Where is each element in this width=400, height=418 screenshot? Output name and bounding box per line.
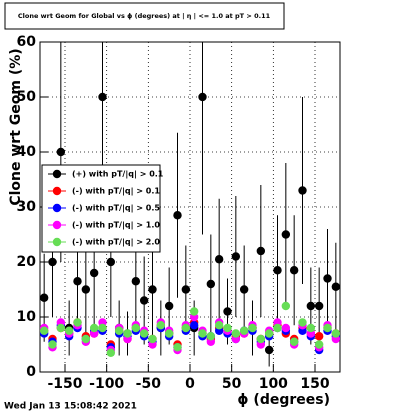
x-tick-label: -150 (47, 376, 82, 392)
title-box (4, 2, 285, 30)
data-point (281, 323, 291, 333)
data-point (264, 329, 274, 338)
data-point (73, 318, 82, 327)
data-point (56, 147, 66, 157)
x-tick-label: 150 (300, 376, 329, 392)
data-point (214, 255, 224, 264)
data-point (248, 323, 257, 333)
data-point (289, 266, 299, 275)
data-point (106, 348, 116, 357)
chart-title: Clone wrt Geom for Global vs ϕ (degrees)… (18, 12, 271, 21)
x-tick-label: -50 (136, 376, 162, 392)
data-point (81, 334, 91, 344)
data-point (231, 329, 241, 338)
data-point (223, 307, 232, 316)
data-point (139, 296, 149, 305)
data-point (256, 246, 266, 256)
data-point (39, 326, 49, 335)
data-point (81, 285, 91, 294)
x-tick-label: -100 (89, 376, 124, 392)
legend-label: (-) with pT/|q| > 0.1 (72, 187, 160, 196)
y-tick-label: 10 (17, 309, 37, 325)
legend-marker (52, 220, 62, 230)
data-point (281, 301, 291, 311)
data-point (48, 257, 57, 267)
data-point (214, 321, 224, 330)
data-point (314, 301, 324, 311)
data-point (198, 92, 207, 102)
y-tick-label: 20 (17, 254, 37, 270)
y-tick-label: 0 (26, 364, 36, 380)
data-point (106, 257, 116, 267)
data-point (323, 323, 332, 333)
data-point (223, 323, 232, 333)
data-point (189, 307, 199, 316)
legend-marker (52, 203, 62, 213)
data-point (189, 321, 199, 330)
data-point (256, 334, 266, 344)
data-point (264, 345, 274, 355)
y-axis-label: Clone wrt Geom (%) (8, 48, 24, 205)
data-point (306, 301, 316, 311)
data-point (273, 323, 282, 333)
data-point (273, 266, 282, 275)
data-point (148, 334, 157, 344)
data-point (181, 323, 191, 333)
y-tick-label: 50 (17, 89, 37, 105)
data-point (239, 285, 249, 294)
data-point (39, 293, 49, 302)
y-tick-label: 40 (17, 144, 37, 160)
footer: Wed Jan 13 15:08:42 2021 (4, 402, 137, 412)
data-point (131, 323, 141, 333)
data-point (306, 323, 316, 333)
data-point (73, 277, 82, 286)
x-tick-label: 0 (185, 376, 195, 392)
legend-marker (52, 237, 62, 247)
data-point (148, 285, 157, 294)
data-point (206, 332, 216, 341)
data-point (131, 277, 141, 286)
data-point (298, 186, 307, 195)
data-point (56, 323, 66, 333)
x-tick-label: 50 (222, 376, 242, 392)
data-point (298, 318, 307, 327)
data-point (281, 230, 291, 239)
data-point (314, 332, 324, 341)
data-point (181, 285, 191, 294)
data-point (239, 326, 249, 335)
legend-label: (-) with pT/|q| > 2.0 (72, 238, 160, 247)
legend-marker (52, 186, 62, 196)
data-point (123, 329, 132, 338)
legend-marker (52, 169, 62, 179)
data-point (164, 329, 174, 338)
x-tick-label: 100 (259, 376, 288, 392)
data-point (98, 92, 107, 102)
data-point (331, 329, 341, 338)
data-point (173, 211, 182, 220)
data-point (114, 326, 124, 335)
y-tick-label: 30 (17, 199, 37, 215)
data-point (98, 323, 107, 333)
y-tick-label: 60 (17, 34, 37, 50)
data-point (164, 301, 174, 311)
data-point (323, 274, 332, 283)
data-point (289, 337, 299, 346)
data-point (156, 321, 166, 330)
legend-label: (+) with pT/|q| > 0.1 (72, 170, 164, 179)
data-point (89, 268, 99, 278)
data-point (231, 252, 241, 261)
data-point (206, 279, 216, 289)
legend-label: (-) with pT/|q| > 1.0 (72, 221, 160, 230)
data-point (331, 282, 341, 291)
data-point (314, 340, 324, 349)
data-point (173, 343, 182, 352)
x-axis-label: ϕ (degrees) (237, 392, 330, 408)
data-point (64, 326, 74, 335)
legend-label: (-) with pT/|q| > 0.5 (72, 204, 160, 213)
data-point (198, 329, 207, 338)
data-point (89, 323, 99, 333)
data-point (139, 329, 149, 338)
data-point (48, 340, 57, 349)
